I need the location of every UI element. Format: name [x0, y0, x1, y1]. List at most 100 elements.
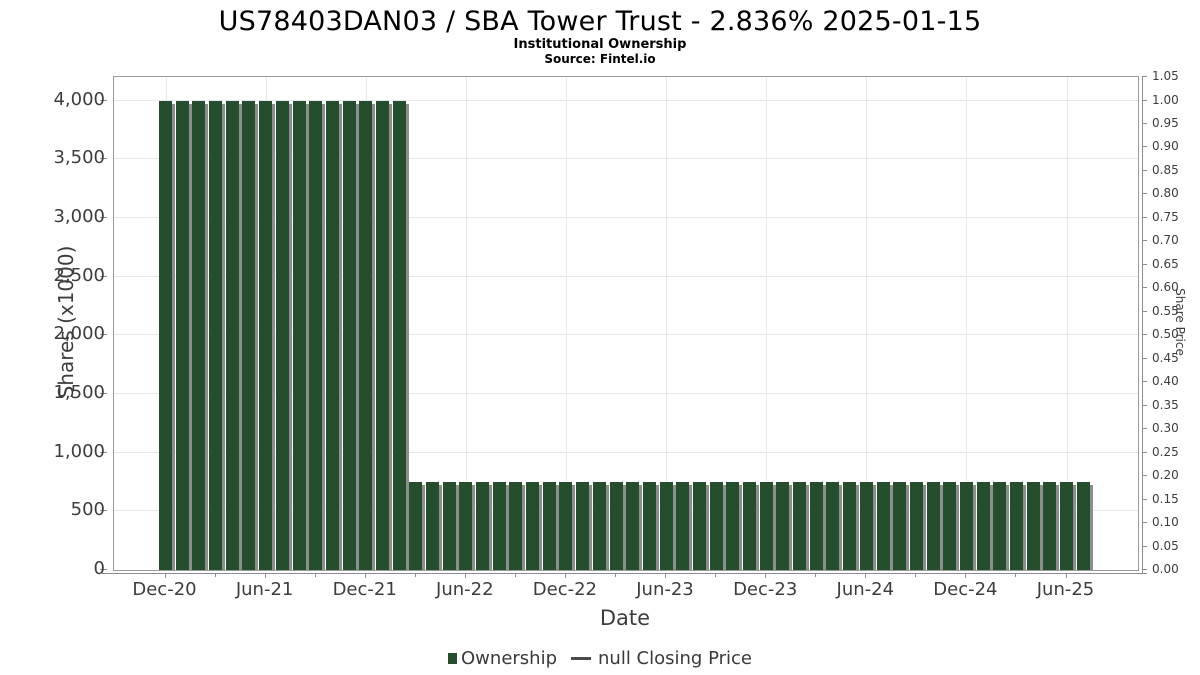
y-right-tick-label: 0.05: [1152, 538, 1179, 553]
y-right-tick-label: 1.05: [1152, 69, 1179, 83]
ownership-legend-label: Ownership: [461, 647, 558, 669]
ownership-bar: [993, 482, 1007, 570]
x-tick-label: Jun-25: [1036, 579, 1095, 600]
y-right-tick: [1142, 310, 1147, 312]
x-minor-tick: [314, 573, 316, 577]
y-left-tick: [100, 392, 107, 394]
x-minor-tick: [214, 573, 216, 577]
x-minor-tick: [915, 573, 917, 577]
v-gridline: [666, 77, 667, 570]
ownership-bar: [1043, 482, 1057, 570]
ownership-bar: [309, 100, 323, 570]
ownership-bar: [726, 482, 740, 570]
ownership-bar: [1009, 482, 1023, 570]
x-minor-tick: [815, 573, 817, 577]
ownership-bar: [259, 100, 273, 570]
y-right-tick: [1142, 123, 1147, 124]
ownership-bar: [859, 482, 873, 570]
ownership-bar: [509, 482, 523, 570]
y-right-tick: [1142, 498, 1147, 500]
y-right-tick: [1142, 334, 1147, 336]
y-right-tick-label: 0.20: [1152, 468, 1179, 483]
ownership-bar: [876, 482, 890, 570]
y-left-tick-label: 1,000: [53, 440, 105, 462]
ownership-bar: [943, 482, 957, 570]
ownership-bar: [325, 100, 339, 570]
v-gridline: [465, 77, 467, 570]
ownership-bar: [1060, 482, 1073, 570]
y-right-tick-label: 0.90: [1152, 139, 1179, 154]
ownership-bar: [709, 482, 723, 570]
ownership-bar: [826, 482, 840, 570]
x-major-tick: [865, 573, 867, 578]
ownership-bar: [743, 482, 756, 570]
ownership-bar: [976, 482, 990, 570]
x-major-tick: [164, 573, 166, 578]
ownership-bar: [759, 482, 773, 570]
y-right-tick: [1142, 475, 1147, 477]
closing-price-legend-label: null Closing Price: [598, 647, 752, 669]
ownership-bar: [359, 100, 373, 570]
h-gridline: [114, 510, 1138, 512]
ownership-bar: [192, 100, 206, 570]
x-minor-tick: [615, 573, 616, 577]
v-gridline: [866, 77, 868, 570]
h-gridline: [114, 275, 1138, 277]
ownership-bar: [659, 482, 673, 570]
ownership-bar: [776, 482, 790, 570]
y-right-tick-label: 0.50: [1152, 327, 1179, 342]
ownership-bar: [893, 482, 907, 570]
ownership-bar: [959, 482, 973, 570]
x-tick-label: Jun-21: [235, 579, 294, 600]
x-major-tick: [665, 573, 666, 578]
y-right-tick: [1142, 263, 1147, 265]
y-right-tick: [1142, 193, 1147, 195]
ownership-bar: [909, 482, 923, 570]
x-major-tick: [1065, 573, 1067, 578]
ownership-bar: [159, 100, 172, 570]
y-right-tick: [1142, 381, 1147, 383]
y-right-tick: [1142, 357, 1147, 359]
ownership-bar: [526, 482, 540, 570]
y-left-tick-label: 2,000: [53, 323, 105, 345]
y-right-tick-label: 0.60: [1152, 280, 1179, 295]
y-left-tick-label: 3,000: [53, 205, 105, 227]
y-right-tick: [1142, 404, 1147, 406]
closing-price-legend-line-icon: [571, 656, 592, 660]
x-major-tick: [765, 573, 767, 578]
chart-source: Source: Fintel.io: [544, 52, 656, 66]
y-right-tick: [1142, 451, 1147, 453]
ownership-bar: [793, 482, 806, 570]
h-gridline: [114, 216, 1138, 218]
ownership-bar: [426, 482, 439, 570]
ownership-bar: [592, 482, 606, 570]
right-axis-title: Share Price: [1173, 288, 1187, 356]
x-minor-tick: [1015, 573, 1017, 577]
y-left-tick: [100, 99, 107, 101]
y-right-tick: [1142, 76, 1147, 77]
x-tick-label: Jun-22: [436, 579, 494, 600]
ownership-bar: [409, 482, 423, 570]
ownership-bar: [576, 482, 590, 570]
y-left-tick: [100, 275, 107, 277]
ownership-legend-swatch-icon: [448, 652, 458, 664]
v-gridline: [565, 77, 567, 570]
ownership-bar: [225, 100, 239, 570]
ownership-bar: [626, 482, 640, 570]
ownership-bar: [809, 482, 823, 570]
h-gridline: [114, 392, 1138, 394]
h-gridline: [114, 158, 1138, 160]
plot-area: [113, 76, 1139, 571]
y-left-tick: [100, 158, 107, 160]
x-tick-label: Dec-23: [733, 579, 798, 600]
y-right-tick: [1142, 216, 1147, 218]
ownership-bar: [459, 482, 473, 570]
y-right-tick-label: 0.00: [1152, 562, 1179, 576]
ownership-bar: [843, 482, 857, 570]
v-gridline: [766, 77, 768, 570]
chart-subtitle: Institutional Ownership: [513, 37, 687, 52]
x-major-tick: [464, 573, 466, 578]
x-major-tick: [364, 573, 366, 578]
y-right-tick-label: 0.10: [1152, 515, 1179, 529]
